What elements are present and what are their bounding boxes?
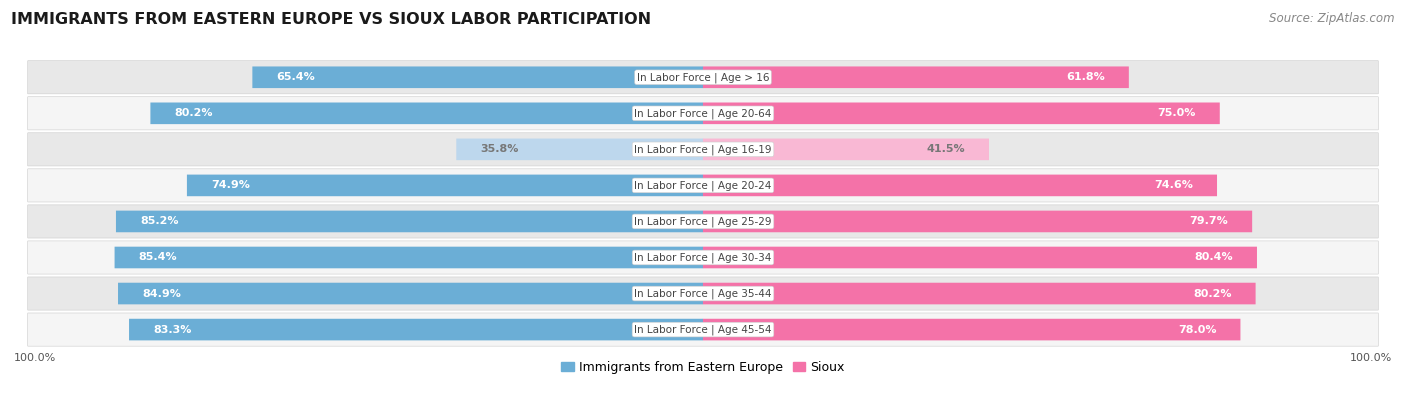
FancyBboxPatch shape bbox=[118, 283, 703, 305]
FancyBboxPatch shape bbox=[115, 211, 703, 232]
Text: 80.2%: 80.2% bbox=[174, 108, 214, 118]
Text: 35.8%: 35.8% bbox=[481, 144, 519, 154]
Text: 80.4%: 80.4% bbox=[1194, 252, 1233, 263]
FancyBboxPatch shape bbox=[703, 102, 1220, 124]
FancyBboxPatch shape bbox=[703, 246, 1257, 268]
Text: In Labor Force | Age 20-24: In Labor Force | Age 20-24 bbox=[634, 180, 772, 191]
FancyBboxPatch shape bbox=[703, 319, 1240, 340]
Legend: Immigrants from Eastern Europe, Sioux: Immigrants from Eastern Europe, Sioux bbox=[557, 356, 849, 379]
Text: In Labor Force | Age 25-29: In Labor Force | Age 25-29 bbox=[634, 216, 772, 227]
Text: 78.0%: 78.0% bbox=[1178, 325, 1216, 335]
Text: 80.2%: 80.2% bbox=[1192, 288, 1232, 299]
Text: In Labor Force | Age 30-34: In Labor Force | Age 30-34 bbox=[634, 252, 772, 263]
FancyBboxPatch shape bbox=[28, 205, 1378, 238]
Text: 85.2%: 85.2% bbox=[141, 216, 179, 226]
FancyBboxPatch shape bbox=[28, 313, 1378, 346]
Text: Source: ZipAtlas.com: Source: ZipAtlas.com bbox=[1270, 12, 1395, 25]
FancyBboxPatch shape bbox=[114, 246, 703, 268]
Text: 75.0%: 75.0% bbox=[1157, 108, 1195, 118]
FancyBboxPatch shape bbox=[187, 175, 703, 196]
Text: In Labor Force | Age 20-64: In Labor Force | Age 20-64 bbox=[634, 108, 772, 118]
Text: In Labor Force | Age > 16: In Labor Force | Age > 16 bbox=[637, 72, 769, 83]
FancyBboxPatch shape bbox=[703, 283, 1256, 305]
Text: 61.8%: 61.8% bbox=[1066, 72, 1105, 82]
FancyBboxPatch shape bbox=[28, 97, 1378, 130]
Text: 41.5%: 41.5% bbox=[927, 144, 965, 154]
FancyBboxPatch shape bbox=[703, 211, 1253, 232]
FancyBboxPatch shape bbox=[703, 139, 988, 160]
FancyBboxPatch shape bbox=[252, 66, 703, 88]
Text: 84.9%: 84.9% bbox=[142, 288, 181, 299]
FancyBboxPatch shape bbox=[129, 319, 703, 340]
Text: 100.0%: 100.0% bbox=[1350, 353, 1392, 363]
FancyBboxPatch shape bbox=[28, 133, 1378, 166]
Text: IMMIGRANTS FROM EASTERN EUROPE VS SIOUX LABOR PARTICIPATION: IMMIGRANTS FROM EASTERN EUROPE VS SIOUX … bbox=[11, 12, 651, 27]
Text: 100.0%: 100.0% bbox=[14, 353, 56, 363]
Text: In Labor Force | Age 16-19: In Labor Force | Age 16-19 bbox=[634, 144, 772, 154]
Text: 65.4%: 65.4% bbox=[277, 72, 315, 82]
Text: 83.3%: 83.3% bbox=[153, 325, 191, 335]
Text: In Labor Force | Age 45-54: In Labor Force | Age 45-54 bbox=[634, 324, 772, 335]
FancyBboxPatch shape bbox=[150, 102, 703, 124]
Text: 74.6%: 74.6% bbox=[1154, 181, 1192, 190]
FancyBboxPatch shape bbox=[28, 277, 1378, 310]
Text: 79.7%: 79.7% bbox=[1189, 216, 1227, 226]
FancyBboxPatch shape bbox=[28, 61, 1378, 94]
Text: In Labor Force | Age 35-44: In Labor Force | Age 35-44 bbox=[634, 288, 772, 299]
FancyBboxPatch shape bbox=[703, 66, 1129, 88]
FancyBboxPatch shape bbox=[28, 169, 1378, 202]
FancyBboxPatch shape bbox=[457, 139, 703, 160]
FancyBboxPatch shape bbox=[703, 175, 1218, 196]
FancyBboxPatch shape bbox=[28, 241, 1378, 274]
Text: 85.4%: 85.4% bbox=[139, 252, 177, 263]
Text: 74.9%: 74.9% bbox=[211, 181, 250, 190]
